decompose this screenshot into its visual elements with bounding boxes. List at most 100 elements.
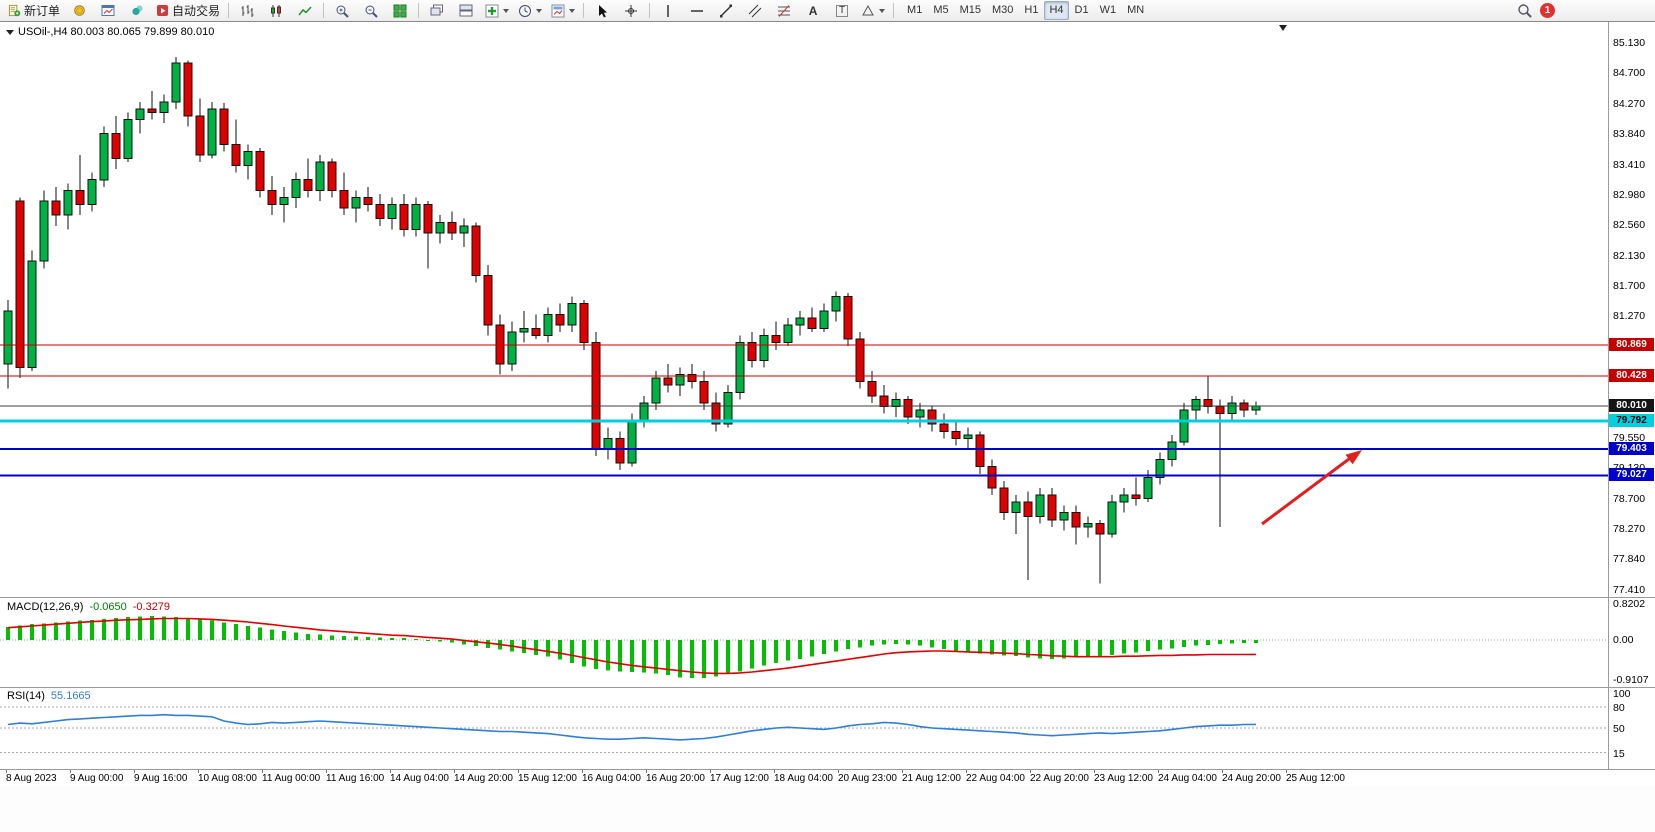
timeframe-m30[interactable]: M30 (992, 4, 1014, 16)
shapes-button[interactable] (857, 0, 889, 22)
candlestick-chart-button[interactable] (262, 0, 290, 22)
macd-bar (294, 632, 298, 640)
line-chart-button[interactable] (291, 0, 319, 22)
candle-body (39, 200, 49, 262)
candle-body (735, 342, 745, 393)
timeframe-m5[interactable]: M5 (933, 4, 949, 16)
timeframe-h4[interactable]: H4 (1044, 1, 1069, 20)
candle-body (531, 328, 541, 337)
time-label: 22 Aug 20:00 (1030, 773, 1089, 784)
time-label: 20 Aug 23:00 (838, 773, 897, 784)
new-order-label: 新订单 (24, 4, 61, 18)
macd-bar (1158, 640, 1162, 650)
price-axis[interactable]: 85.130 84.700 84.270 83.840 83.410 82.980 82.5… (1608, 22, 1655, 769)
channel-button[interactable] (741, 0, 769, 22)
macd-signal-line (7, 617, 1257, 675)
cursor-button[interactable] (588, 0, 616, 22)
toolbar-separator (583, 3, 585, 18)
candle-body (63, 189, 73, 216)
timeframe-h1[interactable]: H1 (1024, 4, 1039, 16)
macd-bar (198, 619, 202, 640)
macd-bar (126, 617, 130, 640)
macd-bar (774, 640, 778, 663)
time-tick (902, 770, 903, 773)
candle-body (51, 200, 61, 216)
candle-body (1143, 476, 1153, 500)
periods-button[interactable] (514, 0, 546, 22)
timeframe-w1[interactable]: W1 (1099, 4, 1117, 16)
axis-label: 79.550 (1613, 432, 1646, 444)
bar-shift-marker-icon (1279, 25, 1287, 31)
panel-splitter[interactable] (0, 687, 1655, 688)
candle-body (231, 143, 241, 167)
candle-body (1035, 494, 1045, 517)
autotrading-label: 自动交易 (172, 4, 221, 18)
cascade-windows-button[interactable] (423, 0, 451, 22)
notification-badge[interactable]: 1 (1540, 3, 1555, 18)
macd-bar (834, 640, 838, 652)
candle-body (687, 374, 697, 383)
collapse-icon[interactable] (6, 29, 14, 35)
community-button[interactable] (123, 0, 151, 22)
search-icon[interactable] (1517, 3, 1532, 18)
time-axis[interactable]: 8 Aug 2023 9 Aug 00:00 9 Aug 16:00 10 Aug 0… (0, 770, 1608, 786)
candle-body (75, 189, 85, 206)
macd-svg[interactable] (0, 597, 1608, 687)
rsi-name: RSI(14) (7, 690, 45, 702)
line-chart-icon (298, 5, 312, 15)
zoom-out-button[interactable] (357, 0, 385, 22)
timeframe-m1[interactable]: M1 (907, 4, 923, 16)
macd-bar (414, 639, 418, 641)
add-indicator-button[interactable] (481, 0, 513, 22)
trendline-button[interactable] (712, 0, 740, 22)
autotrading-button[interactable]: 自动交易 (152, 0, 224, 22)
rsi-line (7, 713, 1257, 741)
zoom-in-button[interactable] (328, 0, 356, 22)
vertical-line-button[interactable] (654, 0, 682, 22)
zoom-in-icon (336, 5, 349, 18)
candle-body (807, 317, 817, 329)
market-watch-button[interactable] (65, 0, 93, 22)
text-tool-button[interactable]: A (799, 0, 827, 22)
rsi-svg[interactable] (0, 687, 1608, 769)
templates-button[interactable] (547, 0, 579, 22)
horizontal-line-button[interactable] (683, 0, 711, 22)
main-chart-svg[interactable] (0, 22, 1608, 597)
arrange-windows-button[interactable] (452, 0, 480, 22)
crosshair-button[interactable] (617, 0, 645, 22)
time-label: 18 Aug 04:00 (774, 773, 833, 784)
time-tick (390, 770, 391, 773)
macd-bar (582, 640, 586, 667)
chart-window-button[interactable] (94, 0, 122, 22)
axis-label: 78.700 (1613, 493, 1646, 505)
tile-windows-icon (393, 4, 407, 17)
candle-body (1191, 398, 1201, 411)
time-label: 22 Aug 04:00 (966, 773, 1025, 784)
candle-body (963, 434, 973, 439)
timeframe-m15[interactable]: M15 (959, 4, 981, 16)
horizontal-line-icon (691, 9, 704, 12)
macd-bar (306, 633, 310, 640)
timeframe-group: M1 M5 M15 M30 H1 H4 D1 W1 MN (902, 1, 1149, 20)
new-order-button[interactable]: 新订单 (4, 0, 64, 22)
macd-bar (678, 640, 682, 678)
template-icon (551, 4, 565, 17)
trend-arrow[interactable] (1261, 457, 1350, 526)
fibonacci-button[interactable] (770, 0, 798, 22)
panel-splitter[interactable] (0, 769, 1655, 770)
candle-body (1095, 522, 1105, 535)
macd-bar (78, 620, 82, 640)
timeframe-d1[interactable]: D1 (1074, 4, 1089, 16)
candle-body (891, 398, 901, 407)
candle-body (387, 204, 397, 220)
label-tool-button[interactable]: T (828, 0, 856, 22)
macd-bar (258, 627, 262, 640)
timeframe-mn[interactable]: MN (1127, 4, 1145, 16)
panel-splitter[interactable] (0, 597, 1655, 598)
bar-chart-button[interactable] (233, 0, 261, 22)
price-badge-79.027: 79.027 (1609, 468, 1654, 481)
tile-windows-button[interactable] (386, 0, 414, 22)
macd-bar (18, 625, 22, 640)
time-label: 11 Aug 00:00 (262, 773, 321, 784)
